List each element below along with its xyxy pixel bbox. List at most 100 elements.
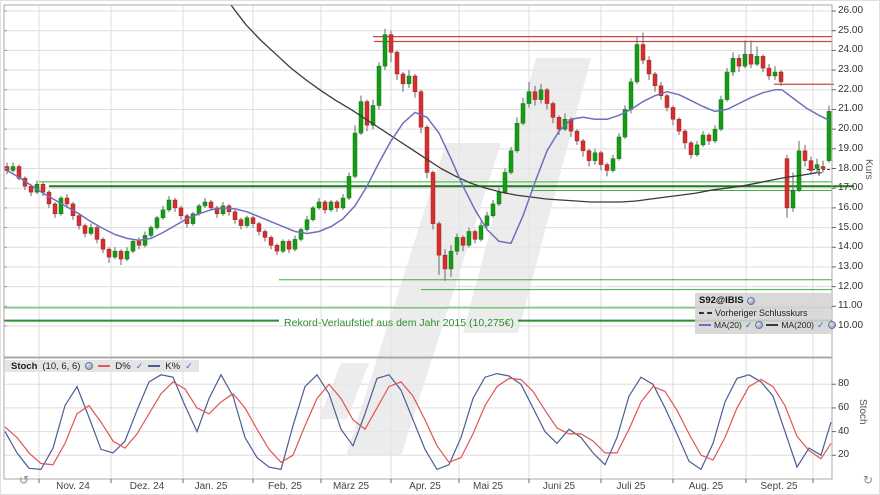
month-label: Juli 25 bbox=[616, 481, 646, 492]
watermark-stripe bbox=[319, 363, 369, 419]
ma20-settings-icon[interactable] bbox=[755, 321, 764, 329]
candle-body bbox=[586, 150, 592, 161]
candle-body bbox=[208, 201, 214, 209]
price-tick-label: 16.00 bbox=[838, 201, 864, 213]
price-tick-label: 20.00 bbox=[838, 123, 864, 135]
candle-body bbox=[730, 58, 736, 73]
candle-body bbox=[574, 130, 580, 142]
record-low-annotation[interactable]: Rekord-Verlaufstief aus dem Jahr 2015 (1… bbox=[284, 317, 514, 329]
candle-body bbox=[772, 71, 778, 77]
candle-body bbox=[478, 225, 484, 240]
d-percent-label: D% bbox=[115, 360, 131, 372]
candle-body bbox=[76, 215, 82, 226]
candle-body bbox=[460, 237, 466, 246]
candle-body bbox=[814, 164, 820, 169]
candle-body bbox=[58, 197, 64, 215]
candle-body bbox=[622, 109, 628, 138]
candle-body bbox=[154, 217, 160, 228]
candle-body bbox=[664, 95, 670, 108]
month-label: Juni 25 bbox=[542, 481, 576, 492]
candle-body bbox=[346, 176, 352, 199]
price-tick-label: 10.00 bbox=[838, 320, 864, 331]
candle-body bbox=[316, 201, 322, 209]
stoch-tick-label: 20 bbox=[838, 449, 850, 461]
candle-body bbox=[310, 207, 316, 220]
instrument-settings-icon[interactable] bbox=[746, 297, 755, 305]
stoch-panel-border bbox=[3, 357, 833, 480]
candle-body bbox=[610, 158, 616, 171]
stoch-tick-label: 80 bbox=[838, 378, 850, 390]
ma200-visibility-check[interactable]: ✓ bbox=[817, 320, 825, 330]
candle-body bbox=[40, 184, 46, 193]
candle-body bbox=[88, 227, 94, 234]
price-tick-label: 13.00 bbox=[838, 260, 864, 272]
candle-body bbox=[640, 44, 646, 61]
instrument-symbol: S92@IBIS bbox=[699, 295, 744, 306]
main-panel-border bbox=[3, 4, 833, 358]
candle-body bbox=[82, 225, 88, 234]
candle-body bbox=[634, 44, 640, 83]
stoch-d-line bbox=[4, 377, 832, 466]
candle-body bbox=[556, 117, 562, 130]
price-tick-label: 25.00 bbox=[838, 24, 864, 36]
candle-body bbox=[712, 128, 718, 142]
candle-body bbox=[274, 245, 280, 252]
candle-body bbox=[268, 237, 274, 246]
candle-body bbox=[64, 197, 70, 205]
candle-body bbox=[280, 241, 286, 252]
month-label: Nov. 24 bbox=[56, 481, 90, 492]
price-tick-label: 19.00 bbox=[838, 142, 864, 154]
candle-body bbox=[442, 254, 448, 270]
candle-body bbox=[352, 132, 358, 177]
candle-body bbox=[526, 91, 532, 104]
candle-body bbox=[322, 201, 328, 211]
stoch-axis-title: Stoch bbox=[857, 399, 868, 425]
candle-body bbox=[100, 239, 106, 250]
candle-body bbox=[28, 185, 34, 193]
ma20-visibility-check[interactable]: ✓ bbox=[744, 320, 753, 330]
prev-close-label: Vorheriger Schlusskurs bbox=[715, 308, 808, 318]
candle-body bbox=[736, 58, 742, 67]
stoch-settings-icon[interactable] bbox=[85, 362, 94, 370]
candle-body bbox=[340, 197, 346, 209]
candle-body bbox=[580, 140, 586, 152]
candle-body bbox=[496, 191, 502, 205]
month-label: Mai 25 bbox=[472, 481, 504, 492]
candle-body bbox=[520, 103, 526, 124]
candle-body bbox=[106, 248, 112, 258]
candle-body bbox=[430, 172, 436, 224]
price-tick-label: 22.00 bbox=[838, 83, 864, 95]
price-axis-title: Kurs bbox=[863, 159, 874, 180]
ma20-line-sample bbox=[699, 324, 711, 326]
price-tick-label: 14.00 bbox=[838, 241, 864, 253]
candle-body bbox=[400, 73, 406, 85]
candle-body bbox=[136, 241, 142, 246]
k-visibility-check[interactable]: ✓ bbox=[185, 360, 193, 371]
d-visibility-check[interactable]: ✓ bbox=[135, 360, 144, 371]
candle-body bbox=[190, 213, 196, 224]
candle-body bbox=[118, 250, 124, 260]
candle-body bbox=[670, 107, 676, 120]
candle-body bbox=[406, 75, 412, 85]
candle-body bbox=[172, 199, 178, 209]
candle-body bbox=[304, 219, 310, 230]
k-line-sample bbox=[148, 365, 161, 367]
ma200-settings-icon[interactable] bbox=[827, 321, 836, 329]
candle-body bbox=[514, 122, 520, 152]
candle-body bbox=[214, 207, 220, 215]
candle-body bbox=[334, 201, 340, 209]
chart-scroll-right-icon[interactable]: ↻ bbox=[863, 473, 874, 487]
ma200-line bbox=[230, 4, 817, 203]
candle-body bbox=[112, 250, 118, 258]
price-tick-label: 21.00 bbox=[838, 103, 864, 115]
candle-body bbox=[454, 237, 460, 252]
chart-scroll-left-icon[interactable]: ↺ bbox=[19, 473, 30, 487]
month-label: Apr. 25 bbox=[409, 481, 441, 492]
candle-body bbox=[250, 217, 256, 224]
month-label: Sept. 25 bbox=[760, 481, 798, 492]
candle-body bbox=[760, 56, 766, 69]
candle-body bbox=[238, 219, 244, 226]
stoch-indicator-params: (10, 6, 6) bbox=[42, 360, 81, 372]
